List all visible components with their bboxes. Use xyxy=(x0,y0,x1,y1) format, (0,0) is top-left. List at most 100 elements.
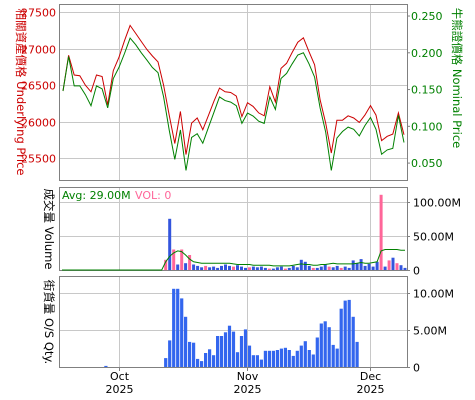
volume-bar xyxy=(291,265,295,270)
osqty-bar xyxy=(176,288,180,367)
osqty-bar xyxy=(216,336,220,367)
osqty-bar xyxy=(231,331,236,367)
volume-bar xyxy=(224,264,227,270)
volume-bar xyxy=(359,259,363,270)
volume-bar xyxy=(403,267,407,270)
volume-bar xyxy=(399,265,403,270)
osqty-bar xyxy=(204,353,208,367)
osqty-bar xyxy=(219,336,224,367)
volume-bar xyxy=(200,267,204,270)
left-price-tick-label: 26000 xyxy=(21,117,56,130)
volume-tick-label: 0 xyxy=(413,265,420,278)
volume-bar xyxy=(255,267,259,270)
volume-bar xyxy=(283,268,287,270)
volume-bar xyxy=(319,266,323,270)
volume-average-line xyxy=(62,249,405,271)
osqty-bar xyxy=(263,350,267,367)
osqty-bar xyxy=(283,347,287,367)
osqty-bar xyxy=(327,327,331,367)
osqty-bar xyxy=(180,298,184,367)
osqty-tick-label: 10.00M xyxy=(413,288,454,301)
volume-bar xyxy=(387,260,391,270)
osqty-tick-label: 5.00M xyxy=(413,325,447,338)
left-price-tick-label: 25500 xyxy=(21,153,56,166)
osqty-bar xyxy=(355,341,359,367)
date-tick-label: Nov xyxy=(237,370,259,383)
volume-tick-label: 100.00M xyxy=(413,197,461,210)
volume-bar xyxy=(188,255,192,270)
osqty-bar xyxy=(347,299,351,367)
osqty-bar xyxy=(299,345,303,367)
right-price-tick-label: 0.100 xyxy=(411,120,443,133)
date-tick-label: Dec xyxy=(360,370,381,383)
volume-bar xyxy=(311,267,315,270)
volume-bars xyxy=(62,194,407,271)
year-tick-label: 2025 xyxy=(234,383,262,396)
osqty-bar xyxy=(192,342,196,367)
volume-bar xyxy=(244,267,247,270)
volume-bar xyxy=(367,263,371,270)
volume-bar xyxy=(279,266,283,270)
volume-bar xyxy=(327,266,331,270)
osqty-bar xyxy=(275,350,279,367)
volume-bar xyxy=(263,267,267,270)
osqty-bar xyxy=(323,321,327,367)
volume-bar xyxy=(248,267,251,270)
volume-bar xyxy=(271,268,275,270)
osqty-bar xyxy=(311,354,315,367)
volume-bar xyxy=(251,266,255,270)
osqty-bar xyxy=(291,355,295,367)
volume-bar xyxy=(339,267,343,270)
grid-lines xyxy=(60,5,410,371)
volume-bar xyxy=(379,194,383,270)
osqty-bar xyxy=(104,365,108,367)
nominal-price-line xyxy=(62,37,405,171)
volume-bar xyxy=(232,266,235,270)
osqty-bar xyxy=(251,355,255,367)
volume-bar xyxy=(395,263,399,270)
volume-bar xyxy=(240,266,243,270)
volume-bar xyxy=(355,263,359,270)
volume-bar xyxy=(184,263,188,270)
osqty-tick-label: 0 xyxy=(413,362,420,375)
osqty-bar xyxy=(267,350,271,367)
volume-bar xyxy=(347,267,351,270)
osqty-bar xyxy=(351,316,355,367)
volume-bar xyxy=(391,257,395,270)
osqty-bar xyxy=(259,359,263,367)
volume-bar xyxy=(343,266,347,270)
volume-bar xyxy=(303,261,307,270)
volume-bar xyxy=(196,265,200,270)
volume-bar xyxy=(204,265,208,270)
volume-bar xyxy=(236,265,239,270)
left-price-tick-label: 26500 xyxy=(21,80,56,93)
osqty-bar xyxy=(196,358,200,367)
volume-bar xyxy=(299,259,303,271)
osqty-bar xyxy=(235,352,240,367)
osqty-bar xyxy=(307,350,311,367)
volume-bar xyxy=(363,265,367,270)
osqty-bar xyxy=(343,300,347,367)
volume-bar xyxy=(172,249,176,270)
osqty-bar xyxy=(212,355,216,367)
price-lines xyxy=(62,24,405,171)
volume-bar xyxy=(164,259,168,271)
year-tick-label: 2025 xyxy=(357,383,385,396)
osqty-bar xyxy=(227,325,232,367)
volume-bar xyxy=(371,266,375,270)
volume-bar xyxy=(383,266,387,270)
volume-bar xyxy=(180,249,184,270)
volume-bar xyxy=(335,265,339,270)
osqty-bar xyxy=(243,329,248,367)
volume-average-label: Avg: 29.00M xyxy=(62,189,131,202)
volume-bar xyxy=(287,267,291,270)
volume-bar xyxy=(375,261,379,270)
volume-bar xyxy=(351,260,355,270)
osqty-bar xyxy=(287,350,291,367)
osqty-bar xyxy=(271,350,275,367)
osqty-bar xyxy=(255,355,259,367)
nominal-price-axis-label: 牛熊證價格 Nominal Price xyxy=(450,8,464,148)
osqty-bar xyxy=(164,358,168,367)
volume-bar xyxy=(192,264,196,270)
